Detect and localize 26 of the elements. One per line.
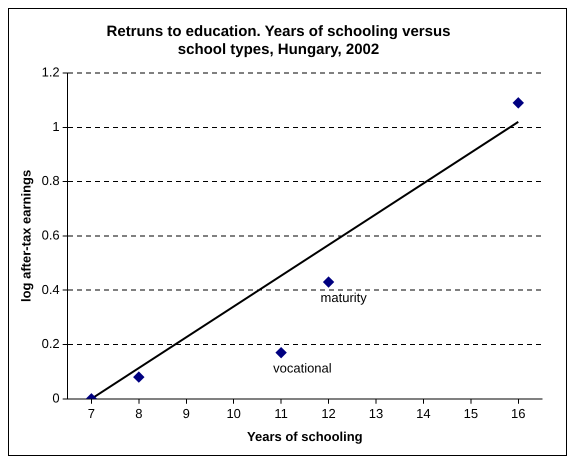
chart-title: Retruns to education. Years of schooling versus school types, Hungary, 2002 (106, 23, 450, 58)
x-tick-label: 12 (321, 406, 336, 422)
point (512, 97, 524, 108)
y-tick-label: 0.4 (42, 282, 60, 297)
x-tick-label: 11 (274, 406, 288, 422)
x-tick-label: 13 (368, 406, 384, 422)
y-tick-label: 0 (52, 390, 60, 406)
x-tick-label: 15 (464, 406, 478, 422)
x-tick-label: 14 (416, 406, 431, 422)
point (276, 347, 287, 358)
annotation: maturity (320, 290, 368, 306)
y-tick-label: 0.8 (42, 173, 60, 188)
y-tick-label: 0.2 (42, 336, 60, 352)
y-tick-label: 1.2 (42, 64, 60, 80)
x-tick-label: 7 (88, 406, 96, 422)
point (133, 372, 144, 383)
x-axis-title: Years of schooling (247, 428, 363, 444)
y-axis-title: log after-tax earnings (18, 170, 34, 302)
annotation: vocational (273, 360, 332, 376)
x-tick-label: 10 (226, 406, 241, 422)
point (323, 276, 334, 288)
x-tick-label: 16 (511, 406, 526, 422)
x-tick-label: 8 (135, 406, 142, 422)
y-tick-label: 1 (52, 118, 60, 134)
x-tick-label: 9 (182, 406, 190, 422)
y-tick-label: 0.6 (42, 227, 60, 242)
